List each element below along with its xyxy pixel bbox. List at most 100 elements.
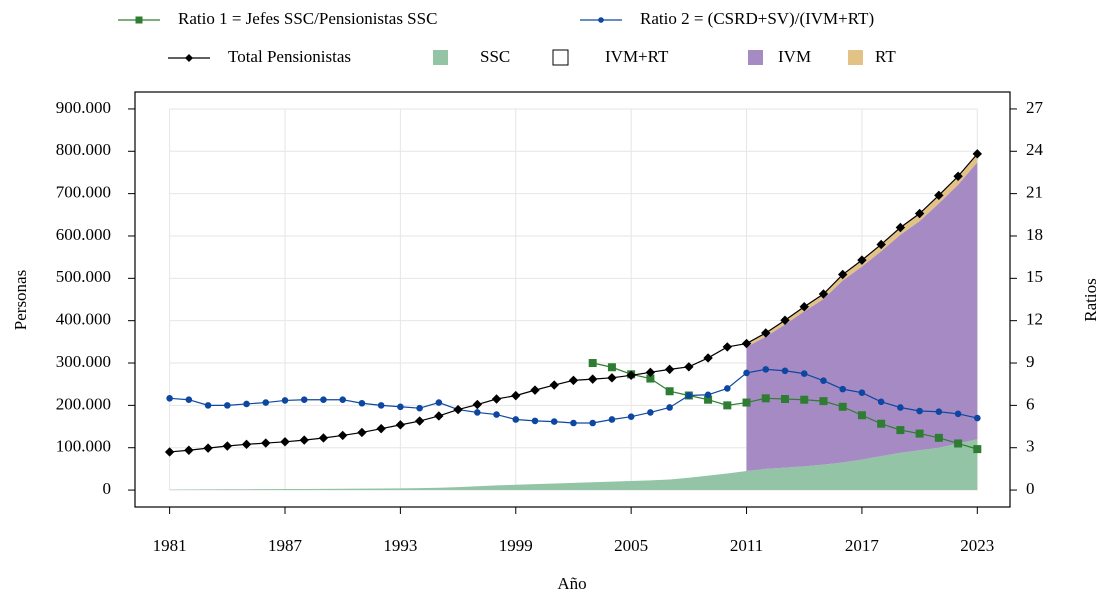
y2-tick-label: 24 (1026, 140, 1044, 159)
marker (684, 362, 694, 372)
marker (934, 433, 943, 442)
x-tick-label: 2005 (614, 536, 648, 555)
y2-tick-label: 18 (1026, 225, 1043, 244)
y-tick-label: 800.000 (56, 140, 111, 159)
marker (647, 409, 654, 416)
y2-tick-label: 6 (1026, 394, 1035, 413)
marker (491, 394, 502, 404)
legend-marker (185, 54, 193, 62)
x-tick-label: 2017 (845, 536, 880, 555)
marker (972, 149, 983, 159)
marker (262, 399, 270, 406)
marker (474, 409, 481, 416)
y2-tick-label: 27 (1026, 98, 1044, 117)
marker (703, 353, 713, 363)
marker (434, 411, 444, 421)
y-tick-label: 900.000 (56, 98, 111, 117)
marker (607, 363, 616, 372)
marker (858, 389, 866, 396)
y-tick-label: 200.000 (56, 394, 111, 413)
marker (453, 404, 463, 415)
legend-label: RT (875, 47, 896, 66)
marker (742, 398, 751, 407)
marker (973, 445, 982, 454)
marker (222, 441, 233, 451)
legend-label: IVM+RT (605, 47, 669, 66)
marker (318, 433, 329, 443)
marker (954, 439, 963, 448)
marker (204, 402, 212, 409)
marker (414, 416, 425, 426)
marker (896, 426, 905, 435)
y2-axis-label: Ratios (1081, 278, 1100, 321)
marker (627, 413, 635, 420)
legend-label: SSC (480, 47, 510, 66)
marker (203, 443, 213, 453)
marker (164, 447, 175, 457)
marker (837, 269, 848, 280)
marker (339, 396, 346, 404)
marker (376, 423, 386, 434)
y-tick-label: 300.000 (56, 352, 111, 371)
marker (281, 397, 289, 404)
marker (377, 402, 385, 409)
marker (395, 420, 406, 430)
marker (320, 396, 327, 404)
y-tick-label: 700.000 (56, 183, 111, 202)
legend-label: Ratio 1 = Jefes SSC/Pensionistas SSC (178, 9, 437, 28)
y2-tick-label: 21 (1026, 183, 1043, 202)
marker (897, 404, 904, 411)
marker (589, 419, 596, 427)
area (169, 439, 978, 491)
marker (761, 394, 770, 403)
marker (819, 397, 828, 406)
marker (781, 367, 789, 375)
marker (685, 392, 693, 399)
marker (781, 395, 789, 404)
marker (588, 359, 597, 368)
marker (800, 395, 809, 404)
marker (472, 399, 483, 410)
marker (299, 435, 309, 445)
marker (550, 418, 558, 425)
marker (800, 370, 808, 377)
plot-frame (134, 91, 1011, 508)
marker (743, 369, 750, 377)
marker (761, 328, 771, 338)
legend-label: Total Pensionistas (228, 47, 351, 66)
marker (184, 445, 194, 455)
marker (665, 387, 674, 396)
marker (224, 402, 231, 409)
legend-swatch (748, 50, 763, 65)
marker (953, 171, 963, 181)
marker (607, 373, 617, 383)
marker (568, 375, 579, 386)
marker (857, 411, 866, 420)
marker (916, 407, 923, 415)
legend-label: IVM (778, 47, 811, 66)
legend-marker (598, 17, 604, 23)
marker (741, 338, 752, 349)
y2-tick-label: 12 (1026, 310, 1043, 329)
legend-label: Ratio 2 = (CSRD+SV)/(IVM+RT) (640, 9, 874, 28)
marker (664, 364, 675, 375)
area (746, 162, 978, 472)
marker (704, 391, 712, 399)
marker (934, 190, 944, 201)
marker (280, 437, 290, 447)
x-tick-label: 1981 (153, 536, 187, 555)
y2-tick-label: 15 (1026, 267, 1043, 286)
y-tick-label: 0 (103, 479, 112, 498)
marker (723, 401, 732, 410)
y-tick-label: 600.000 (56, 225, 111, 244)
marker (435, 399, 443, 406)
marker (243, 400, 250, 408)
marker (914, 208, 925, 219)
marker (570, 419, 577, 427)
marker (531, 417, 539, 425)
marker (626, 370, 636, 381)
marker (877, 419, 886, 428)
marker (530, 385, 540, 395)
marker (839, 385, 846, 393)
